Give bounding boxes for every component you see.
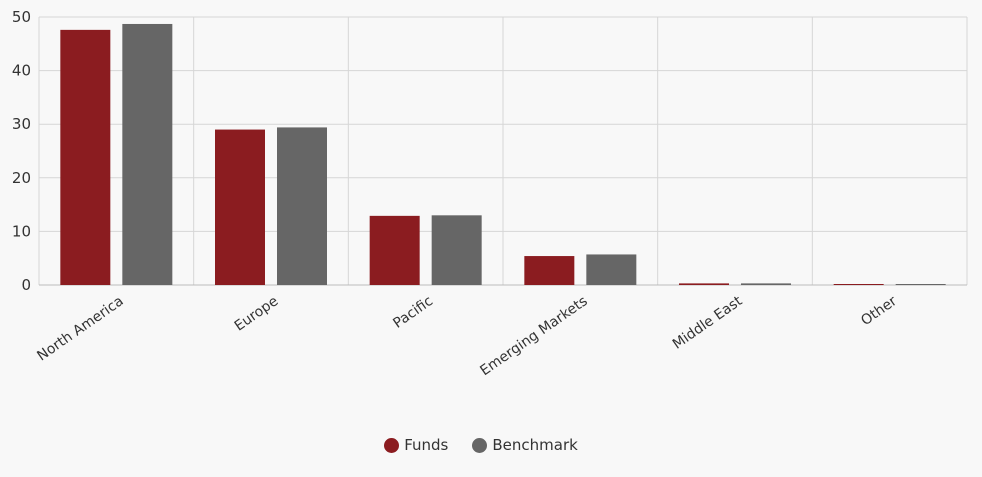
bar-funds [524, 256, 575, 285]
bar-benchmark [741, 283, 791, 285]
legend-swatch-funds [384, 437, 400, 453]
bar-benchmark [431, 215, 482, 285]
bar-benchmark [895, 284, 946, 285]
bar-funds [833, 284, 884, 285]
x-tick-label: North America [34, 293, 126, 364]
x-tick-label: Europe [232, 293, 282, 334]
legend-item-funds[interactable]: Funds [384, 436, 448, 454]
legend-label-funds: Funds [404, 436, 449, 454]
y-tick-label: 40 [12, 62, 31, 80]
x-tick-label: Middle East [670, 293, 746, 353]
legend: Funds Benchmark [0, 436, 962, 454]
bar-funds [215, 129, 265, 285]
y-tick-label: 50 [12, 8, 31, 26]
legend-label-benchmark: Benchmark [492, 436, 578, 454]
y-tick-label: 30 [12, 115, 31, 133]
x-tick-label: Other [858, 293, 900, 329]
bar-benchmark [122, 23, 173, 286]
y-tick-label: 0 [21, 276, 31, 294]
bar-benchmark [277, 127, 327, 285]
x-tick-label: Pacific [390, 293, 436, 332]
y-tick-label: 10 [12, 222, 31, 240]
bar-funds [369, 215, 420, 285]
bar-funds [60, 29, 111, 286]
legend-swatch-benchmark [472, 437, 488, 453]
x-tick-label: Emerging Markets [477, 293, 590, 379]
bar-funds [679, 283, 729, 285]
y-tick-label: 20 [12, 169, 31, 187]
bar-benchmark [586, 254, 637, 285]
legend-item-benchmark[interactable]: Benchmark [472, 436, 578, 454]
chart-plot: 0 10 20 30 40 50 North America Europe Pacific Eme… [12, 8, 968, 379]
